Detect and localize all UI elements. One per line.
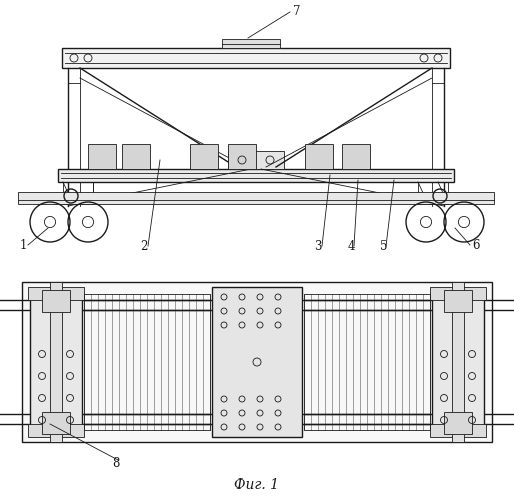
Bar [212,287,302,437]
Bar [22,282,492,442]
Bar [88,144,116,169]
Bar [418,182,448,204]
Bar [304,294,430,430]
Text: 1: 1 [20,239,27,252]
Text: 4: 4 [348,240,356,253]
Circle shape [82,216,94,228]
Bar [228,151,284,169]
Bar [30,290,82,434]
Bar [432,290,484,434]
Bar [430,287,486,300]
Bar [42,412,70,434]
Text: 7: 7 [293,5,301,18]
Bar [430,424,486,437]
Bar [28,287,84,300]
Bar [84,294,210,430]
Bar [28,424,84,437]
Text: 6: 6 [472,239,480,252]
Bar [444,290,472,312]
Text: Фиг. 1: Фиг. 1 [234,478,280,492]
Bar [63,182,93,204]
Bar [444,412,472,434]
Bar [62,48,450,68]
Text: 2: 2 [140,240,148,253]
Bar [342,144,370,169]
Circle shape [458,216,470,228]
Bar [50,282,62,442]
Bar [190,144,218,169]
Bar [122,144,150,169]
Text: 8: 8 [112,457,119,470]
Bar [452,282,464,442]
Text: 5: 5 [380,240,388,253]
Bar [305,144,333,169]
Circle shape [420,216,432,228]
Bar [228,144,256,169]
Text: 3: 3 [314,240,321,253]
Bar [58,169,454,182]
Bar [42,290,70,312]
Bar [222,39,280,48]
Bar [18,192,494,204]
Circle shape [44,216,56,228]
